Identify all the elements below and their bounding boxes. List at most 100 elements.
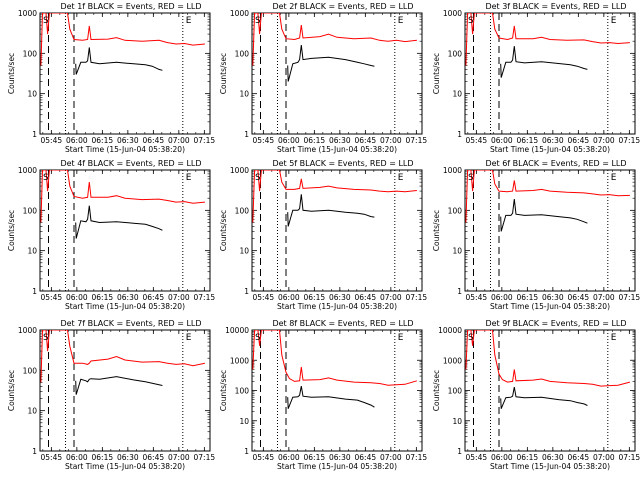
marker-label-e: E <box>186 333 192 343</box>
x-tick-label: 07:00 <box>168 136 190 145</box>
x-tick-label: 07:00 <box>380 293 402 302</box>
panel-title: Det 7f BLACK = Events, RED = LLD <box>60 319 201 328</box>
panel-det-1: Det 1f BLACK = Events, RED = LLD 1 10 100 10… <box>7 2 215 154</box>
x-tick-label: 06:00 <box>278 293 300 302</box>
y-tick-label: 100 <box>448 49 463 58</box>
y-tick-label: 100 <box>448 387 463 396</box>
y-tick-label: 1 <box>244 287 249 296</box>
y-tick-label: 10 <box>27 247 37 256</box>
x-tick-label: 07:15 <box>619 453 640 462</box>
x-axis-label: Start Time (15-Jun-04 05:38:20) <box>65 462 185 471</box>
x-tick-label: 06:45 <box>568 453 590 462</box>
x-tick-label: 06:15 <box>92 293 114 302</box>
x-tick-label: 05:45 <box>41 293 63 302</box>
marker-label-s: S <box>468 16 474 26</box>
y-axis-label: Counts/sec <box>219 210 228 251</box>
x-tick-label: 06:30 <box>117 293 139 302</box>
y-tick-label: 100 <box>448 206 463 215</box>
marker-label-s: S <box>255 333 261 343</box>
x-tick-label: 07:15 <box>406 136 428 145</box>
series-events-line <box>500 199 588 232</box>
x-tick-label: 06:30 <box>329 136 351 145</box>
panel-det-9: Det 9f BLACK = Events, RED = LLD 1 10 100 10… <box>432 319 640 471</box>
x-tick-label: 06:00 <box>491 293 513 302</box>
y-tick-label: 1000 <box>18 9 37 18</box>
x-tick-label: 06:30 <box>542 136 564 145</box>
y-tick-label: 1 <box>457 130 462 139</box>
x-tick-label: 05:45 <box>466 136 488 145</box>
series-lld-line <box>40 170 205 223</box>
y-axis-label: Counts/sec <box>219 53 228 94</box>
x-tick-label: 07:15 <box>406 453 428 462</box>
plot-frame <box>251 169 423 292</box>
x-tick-label: 06:45 <box>568 136 590 145</box>
panel-title: Det 8f BLACK = Events, RED = LLD <box>272 319 413 328</box>
y-axis-label: Counts/sec <box>432 370 441 411</box>
x-tick-label: 07:00 <box>380 453 402 462</box>
series-lld-line <box>252 170 417 223</box>
x-tick-label: 06:45 <box>355 453 377 462</box>
series-events-line <box>75 47 163 75</box>
y-tick-label: 1 <box>244 447 249 456</box>
x-tick-label: 07:00 <box>593 453 615 462</box>
x-axis-label: Start Time (15-Jun-04 05:38:20) <box>490 462 610 471</box>
x-tick-label: 06:30 <box>329 293 351 302</box>
panel-det-6: Det 6f BLACK = Events, RED = LLD 1 10 100 10… <box>432 159 640 311</box>
y-axis-label: Counts/sec <box>7 53 16 94</box>
panel-det-8: Det 8f BLACK = Events, RED = LLD 1 10 100 10… <box>219 319 427 471</box>
x-tick-label: 05:45 <box>41 453 63 462</box>
x-tick-label: 07:15 <box>194 293 216 302</box>
x-axis-label: Start Time (15-Jun-04 05:38:20) <box>490 302 610 311</box>
y-tick-label: 1000 <box>230 356 249 365</box>
y-axis-label: Counts/sec <box>432 53 441 94</box>
x-tick-label: 06:30 <box>117 453 139 462</box>
y-tick-label: 10 <box>452 90 462 99</box>
x-tick-label: 06:30 <box>329 453 351 462</box>
marker-label-s: S <box>468 333 474 343</box>
x-tick-label: 05:45 <box>253 293 275 302</box>
marker-label-s: S <box>468 173 474 183</box>
y-tick-label: 1 <box>32 287 37 296</box>
x-tick-label: 06:45 <box>143 453 165 462</box>
x-tick-label: 06:15 <box>517 453 539 462</box>
series-events-line <box>75 376 163 395</box>
y-tick-label: 100 <box>235 49 250 58</box>
y-tick-label: 100 <box>235 387 250 396</box>
marker-label-e: E <box>186 173 192 183</box>
x-tick-label: 07:00 <box>593 136 615 145</box>
x-tick-label: 07:00 <box>593 293 615 302</box>
series-events-line <box>500 387 588 409</box>
series-events-line <box>287 45 375 82</box>
y-tick-label: 1 <box>457 287 462 296</box>
y-tick-label: 10 <box>452 247 462 256</box>
y-tick-label: 1000 <box>443 166 462 175</box>
y-tick-label: 10000 <box>438 326 462 335</box>
series-lld-line <box>465 13 630 66</box>
x-tick-label: 07:00 <box>168 293 190 302</box>
x-tick-label: 06:30 <box>542 293 564 302</box>
y-tick-label: 100 <box>235 206 250 215</box>
x-tick-label: 07:15 <box>619 136 640 145</box>
panel-title: Det 6f BLACK = Events, RED = LLD <box>485 159 626 168</box>
panel-det-3: Det 3f BLACK = Events, RED = LLD 1 10 100 10… <box>432 2 640 154</box>
y-tick-label: 1000 <box>18 166 37 175</box>
marker-label-e: E <box>186 16 192 26</box>
panel-title: Det 3f BLACK = Events, RED = LLD <box>485 2 626 11</box>
x-tick-label: 06:45 <box>355 136 377 145</box>
series-events-line <box>287 386 375 409</box>
y-axis-label: Counts/sec <box>7 370 16 411</box>
marker-label-e: E <box>611 16 617 26</box>
series-lld-line <box>465 170 630 223</box>
marker-label-s: S <box>255 16 261 26</box>
marker-label-e: E <box>398 16 404 26</box>
y-tick-label: 10 <box>239 247 249 256</box>
x-tick-label: 06:00 <box>66 453 88 462</box>
plot-frame <box>39 169 211 292</box>
x-axis-label: Start Time (15-Jun-04 05:38:20) <box>490 145 610 154</box>
y-tick-label: 1000 <box>18 326 37 335</box>
x-tick-label: 06:00 <box>66 293 88 302</box>
panel-det-5: Det 5f BLACK = Events, RED = LLD 1 10 100 10… <box>219 159 427 311</box>
series-events-line <box>75 205 163 239</box>
x-tick-label: 07:15 <box>406 293 428 302</box>
x-tick-label: 05:45 <box>253 453 275 462</box>
